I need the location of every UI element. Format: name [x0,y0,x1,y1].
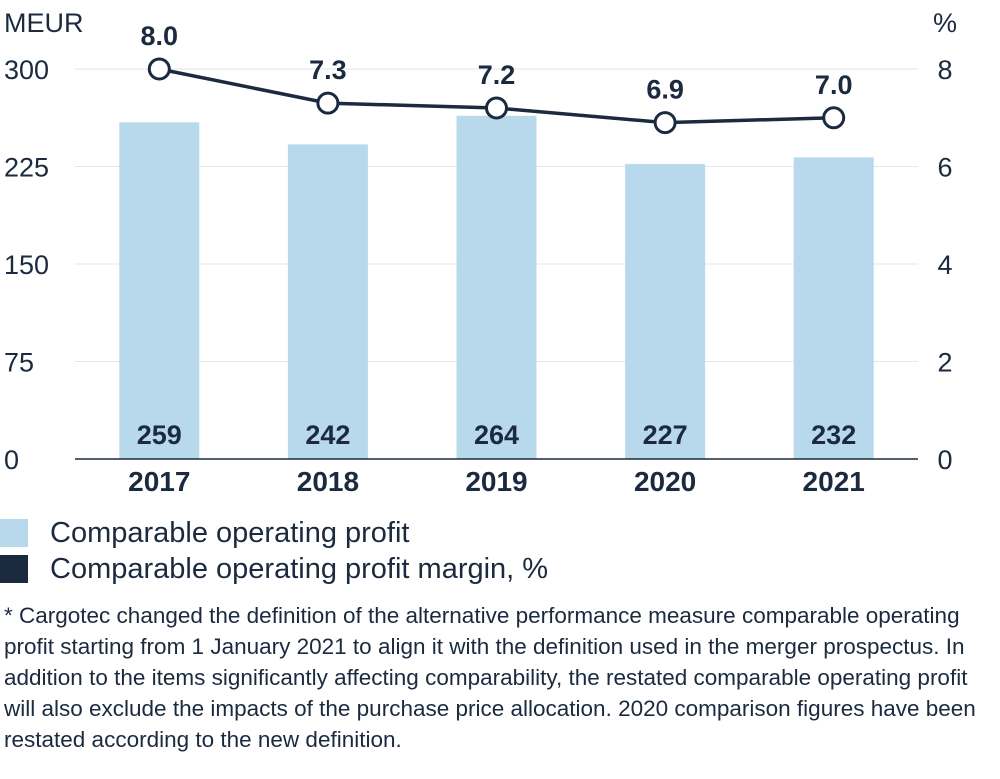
legend-swatch-line [0,555,28,583]
x-tick-label: 2021 [803,466,865,497]
bar-value-label: 227 [643,420,688,450]
x-tick-label: 2019 [465,466,527,497]
footnote: * Cargotec changed the definition of the… [4,603,976,752]
y-left-tick-label: 300 [4,55,49,85]
margin-point [147,57,171,81]
margin-value-label: 7.3 [309,55,347,85]
y-left-tick-label: 75 [4,348,34,378]
x-tick-label: 2018 [297,466,359,497]
legend-item-bar: Comparable operating profit [0,515,548,551]
y-right-unit: % [933,8,957,38]
bar [793,157,874,459]
margin-value-label: 7.0 [815,70,853,100]
bar-value-label: 264 [474,420,519,450]
bar-value-label: 232 [811,420,856,450]
margin-value-label: 6.9 [646,75,684,105]
y-left-tick-label: 0 [4,445,19,475]
legend-swatch-bar [0,519,28,547]
margin-point [316,91,340,115]
bar [287,144,368,459]
bar-value-label: 259 [137,420,182,450]
legend-label-bar: Comparable operating profit [50,516,410,549]
bar-value-label: 242 [305,420,350,450]
margin-point [485,96,508,120]
y-left-unit: MEUR [4,8,84,38]
bar [456,115,537,460]
bar [119,122,200,460]
legend: Comparable operating profit Comparable o… [0,515,548,587]
x-tick-label: 2020 [634,466,696,497]
y-right-tick-label: 4 [937,250,952,280]
legend-item-line: Comparable operating profit margin, % [0,551,548,587]
y-right-tick-label: 2 [937,348,952,378]
y-left-tick-label: 225 [4,153,49,183]
y-right-tick-label: 6 [937,153,952,183]
margin-point [822,106,846,130]
bar [625,163,706,459]
y-left-tick-label: 150 [4,250,49,280]
y-right-tick-label: 0 [937,445,952,475]
margin-point [653,111,677,135]
margin-value-label: 8.0 [141,21,179,51]
margin-value-label: 7.2 [478,60,516,90]
y-right-tick-label: 8 [937,55,952,85]
legend-label-line: Comparable operating profit margin, % [50,552,549,585]
x-tick-label: 2017 [128,466,190,497]
